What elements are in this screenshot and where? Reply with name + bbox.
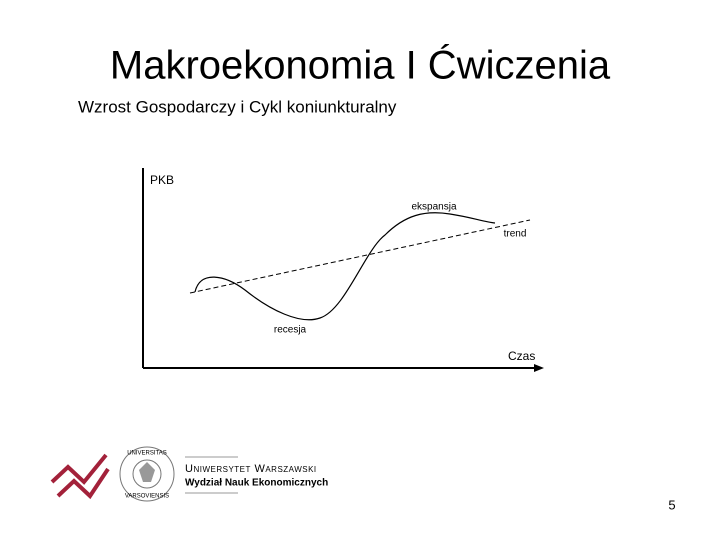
page-number: 5	[668, 497, 675, 512]
trend-label: trend	[504, 229, 527, 240]
seal-top-text: UNIVERSITAS	[127, 451, 167, 457]
seal-bottom-text: VARSOVIENSIS	[125, 494, 169, 500]
faculty-logo-mark	[56, 467, 110, 500]
x-axis-arrow	[534, 364, 544, 372]
expansion-label: ekspansja	[411, 202, 456, 213]
university-seal	[119, 446, 175, 502]
trend-line	[189, 219, 531, 294]
university-seal-inner	[132, 459, 162, 489]
diagram: PKB Czas ekspansja trend recesja	[142, 168, 544, 372]
recession-label: recesja	[274, 325, 307, 336]
footer-logo: UNIVERSITAS VARSOVIENSIS Uniwersytet War…	[50, 446, 328, 502]
seal-eagle	[139, 462, 155, 482]
x-axis-label: Czas	[508, 349, 535, 363]
business-cycle-curve	[194, 212, 496, 321]
university-name: Uniwersytet Warszawski	[185, 463, 317, 475]
faculty-logo-mark	[50, 453, 108, 485]
faculty-name: Wydział Nauk Ekonomicznych	[185, 478, 328, 489]
slide-title: Makroekonomia I Ćwiczenia	[110, 43, 611, 88]
slide-subtitle: Wzrost Gospodarczy i Cykl koniunkturalny	[78, 97, 397, 116]
y-axis-label: PKB	[150, 173, 174, 187]
